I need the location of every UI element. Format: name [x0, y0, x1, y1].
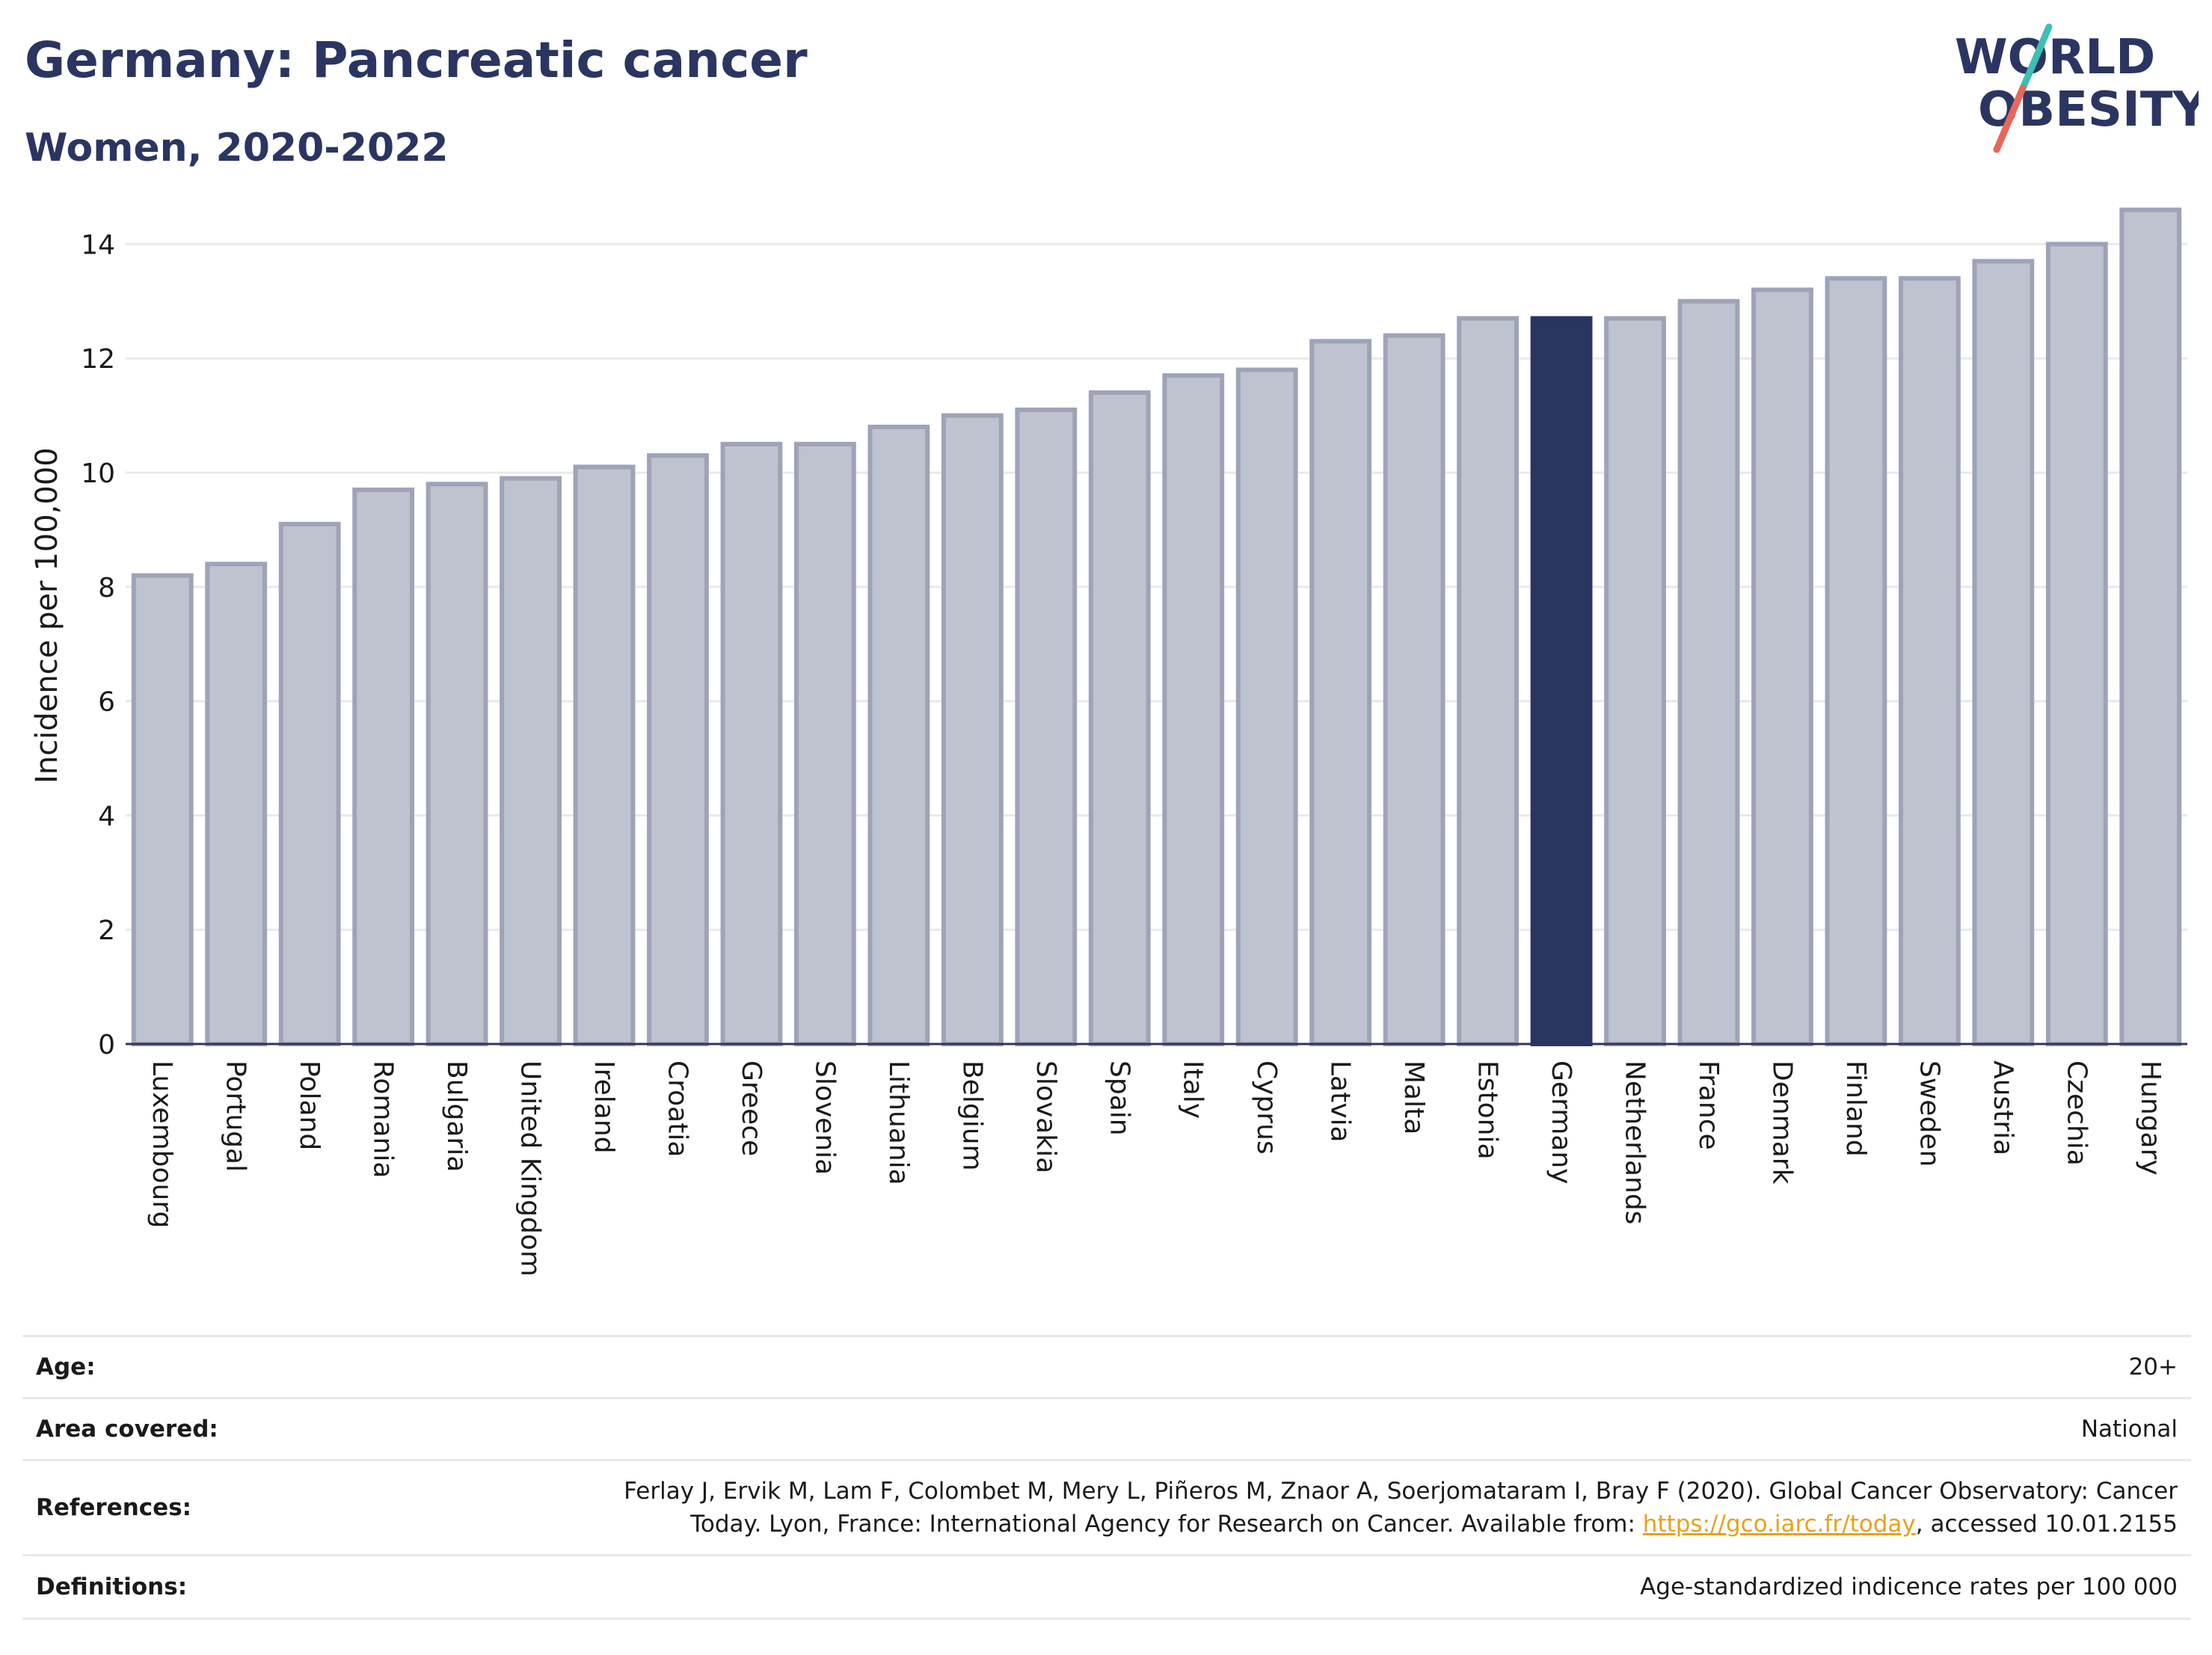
bar-estonia: [1457, 316, 1519, 1047]
bar-ireland: [573, 464, 636, 1046]
reference-text: Today. Lyon, France: International Agenc…: [690, 1511, 1643, 1538]
x-tick-label: Belgium: [956, 1060, 987, 1171]
x-tick-label: France: [1693, 1060, 1724, 1150]
x-tick-label: Latvia: [1325, 1060, 1356, 1143]
y-tick-label: 4: [98, 801, 115, 832]
meta-value-references: Ferlay J, Ervik M, Lam F, Colombet M, Me…: [468, 1461, 2191, 1556]
bar-united-kingdom: [500, 476, 562, 1046]
meta-row-definitions: Definitions: Age-standardized indicence …: [22, 1555, 2191, 1619]
bar-croatia: [647, 453, 709, 1046]
meta-value: National: [2080, 1416, 2178, 1443]
bar-romania: [352, 487, 415, 1046]
x-tick-label: Slovakia: [1030, 1060, 1061, 1173]
logo-accent-coral: [1993, 85, 2027, 153]
y-tick-label: 6: [98, 687, 115, 718]
x-tick-label: Slovenia: [809, 1060, 840, 1175]
bar-cyprus: [1235, 367, 1298, 1047]
bar-austria: [1972, 259, 2035, 1047]
bar-france: [1677, 298, 1740, 1046]
x-tick-label: Cyprus: [1251, 1060, 1282, 1155]
x-tick-label: Bulgaria: [441, 1060, 472, 1172]
bar-slovakia: [1015, 407, 1078, 1046]
reference-text: , accessed 10.01.2155: [1915, 1511, 2178, 1538]
bar-czechia: [2045, 242, 2108, 1046]
bar-latvia: [1309, 339, 1372, 1046]
chart-subtitle: Women, 2020-2022: [25, 126, 449, 171]
bar-lithuania: [867, 424, 930, 1046]
x-tick-label: Greece: [736, 1060, 766, 1156]
x-tick-label: Finland: [1840, 1060, 1871, 1157]
x-tick-label: Luxembourg: [147, 1060, 177, 1228]
y-tick-label: 2: [98, 915, 115, 946]
bar-chart: 0 2 4 6 8 10 12 14 Luxembourg Portugal Poland Roman…: [30, 207, 2187, 1277]
bar-netherlands: [1604, 316, 1666, 1047]
bar-bulgaria: [425, 482, 488, 1046]
bar-portugal: [205, 562, 268, 1046]
x-tick-label: Sweden: [1914, 1060, 1944, 1167]
meta-row-area: Area covered: National: [22, 1398, 2191, 1461]
bar-finland: [1825, 276, 1887, 1046]
bar-hungary: [2119, 207, 2182, 1046]
x-tick-label: Romania: [368, 1060, 399, 1178]
x-tick-label: Ireland: [589, 1060, 619, 1154]
x-tick-label: Austria: [1988, 1060, 2018, 1155]
y-tick-label: 10: [81, 458, 115, 489]
metadata-table: Age: 20+ Area covered: National Referenc…: [22, 1335, 2191, 1620]
logo-accent-teal: [2019, 23, 2053, 92]
world-obesity-logo: WORLD OBESITY: [1955, 23, 2199, 153]
x-tick-label: Spain: [1104, 1060, 1134, 1136]
reference-text: Ferlay J, Ervik M, Lam F, Colombet M, Me…: [624, 1478, 2178, 1505]
logo-text-world: WORLD: [1955, 30, 2155, 85]
meta-label: Age:: [36, 1354, 96, 1381]
x-tick-label: Hungary: [2135, 1060, 2166, 1176]
x-tick-label: Malta: [1398, 1060, 1429, 1134]
bar-sweden: [1898, 276, 1961, 1046]
x-tick-label: Denmark: [1766, 1060, 1797, 1185]
x-tick-label: Czechia: [2061, 1060, 2092, 1166]
bar-italy: [1162, 373, 1225, 1046]
meta-label: Area covered:: [36, 1416, 218, 1443]
x-tick-label: Portugal: [221, 1060, 251, 1172]
x-tick-label: Croatia: [662, 1060, 692, 1157]
bar-slovenia: [794, 441, 856, 1046]
x-tick-label: Germany: [1546, 1060, 1576, 1184]
meta-row-age: Age: 20+: [22, 1336, 2191, 1398]
bar-germany: [1530, 316, 1593, 1047]
x-tick-label: Estonia: [1472, 1060, 1503, 1160]
meta-value: 20+: [2128, 1354, 2178, 1381]
x-tick-label: Netherlands: [1620, 1060, 1650, 1224]
bar-denmark: [1751, 287, 1813, 1046]
bar-spain: [1088, 390, 1151, 1046]
reference-link[interactable]: https://gco.iarc.fr/today: [1642, 1511, 1916, 1538]
y-tick-label: 12: [81, 344, 115, 375]
chart-title: Germany: Pancreatic cancer: [25, 31, 808, 89]
meta-label: Definitions:: [36, 1573, 188, 1600]
y-axis-label: Incidence per 100,000: [30, 447, 64, 784]
meta-row-references: References: Ferlay J, Ervik M, Lam F, Co…: [22, 1460, 2191, 1556]
bar-malta: [1383, 333, 1446, 1046]
bars: [131, 207, 2182, 1047]
y-tick-label: 0: [98, 1030, 115, 1060]
x-tick-label: United Kingdom: [515, 1060, 546, 1277]
x-tick-label: Italy: [1178, 1060, 1208, 1119]
meta-value: Age-standardized indicence rates per 100…: [1640, 1573, 2178, 1600]
bar-luxembourg: [131, 573, 194, 1046]
x-tick-label: Poland: [294, 1060, 325, 1150]
y-tick-label: 14: [81, 230, 115, 260]
meta-label: References:: [36, 1494, 192, 1521]
bar-poland: [278, 521, 341, 1046]
x-tick-label: Lithuania: [883, 1060, 914, 1185]
bar-belgium: [941, 413, 1004, 1046]
axes: 0 2 4 6 8 10 12 14 Luxembourg Portugal Poland Roman…: [81, 230, 2187, 1277]
bar-greece: [720, 441, 783, 1046]
y-tick-label: 8: [98, 573, 115, 604]
